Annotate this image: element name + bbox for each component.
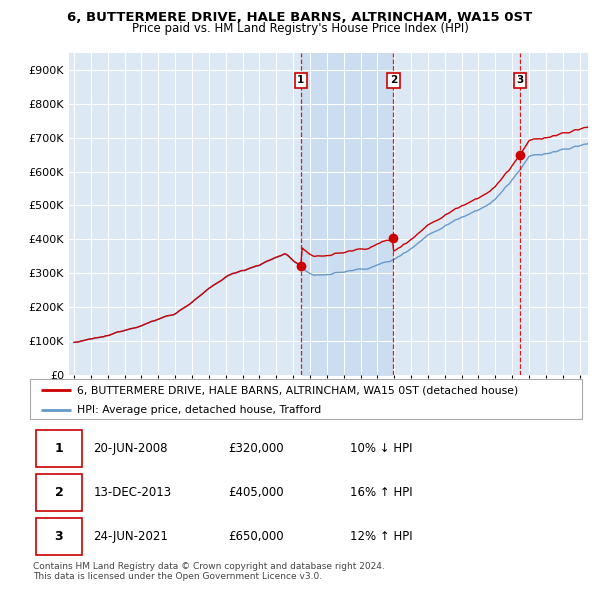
FancyBboxPatch shape	[35, 430, 82, 467]
Text: 3: 3	[55, 530, 63, 543]
Text: 2: 2	[55, 486, 64, 499]
Text: 3: 3	[517, 75, 524, 85]
FancyBboxPatch shape	[35, 474, 82, 511]
Text: Contains HM Land Registry data © Crown copyright and database right 2024.
This d: Contains HM Land Registry data © Crown c…	[33, 562, 385, 581]
Text: £405,000: £405,000	[229, 486, 284, 499]
Text: £320,000: £320,000	[229, 442, 284, 455]
Text: 6, BUTTERMERE DRIVE, HALE BARNS, ALTRINCHAM, WA15 0ST: 6, BUTTERMERE DRIVE, HALE BARNS, ALTRINC…	[67, 11, 533, 24]
Text: 12% ↑ HPI: 12% ↑ HPI	[350, 530, 413, 543]
FancyBboxPatch shape	[35, 518, 82, 555]
Text: £650,000: £650,000	[229, 530, 284, 543]
Text: 13-DEC-2013: 13-DEC-2013	[94, 486, 172, 499]
Text: 10% ↓ HPI: 10% ↓ HPI	[350, 442, 413, 455]
Text: 24-JUN-2021: 24-JUN-2021	[94, 530, 169, 543]
Text: HPI: Average price, detached house, Trafford: HPI: Average price, detached house, Traf…	[77, 405, 321, 415]
Text: Price paid vs. HM Land Registry's House Price Index (HPI): Price paid vs. HM Land Registry's House …	[131, 22, 469, 35]
Text: 2: 2	[390, 75, 397, 85]
Text: 20-JUN-2008: 20-JUN-2008	[94, 442, 168, 455]
Text: 16% ↑ HPI: 16% ↑ HPI	[350, 486, 413, 499]
Text: 1: 1	[297, 75, 304, 85]
Text: 6, BUTTERMERE DRIVE, HALE BARNS, ALTRINCHAM, WA15 0ST (detached house): 6, BUTTERMERE DRIVE, HALE BARNS, ALTRINC…	[77, 385, 518, 395]
FancyBboxPatch shape	[30, 379, 582, 419]
Text: 1: 1	[55, 442, 64, 455]
